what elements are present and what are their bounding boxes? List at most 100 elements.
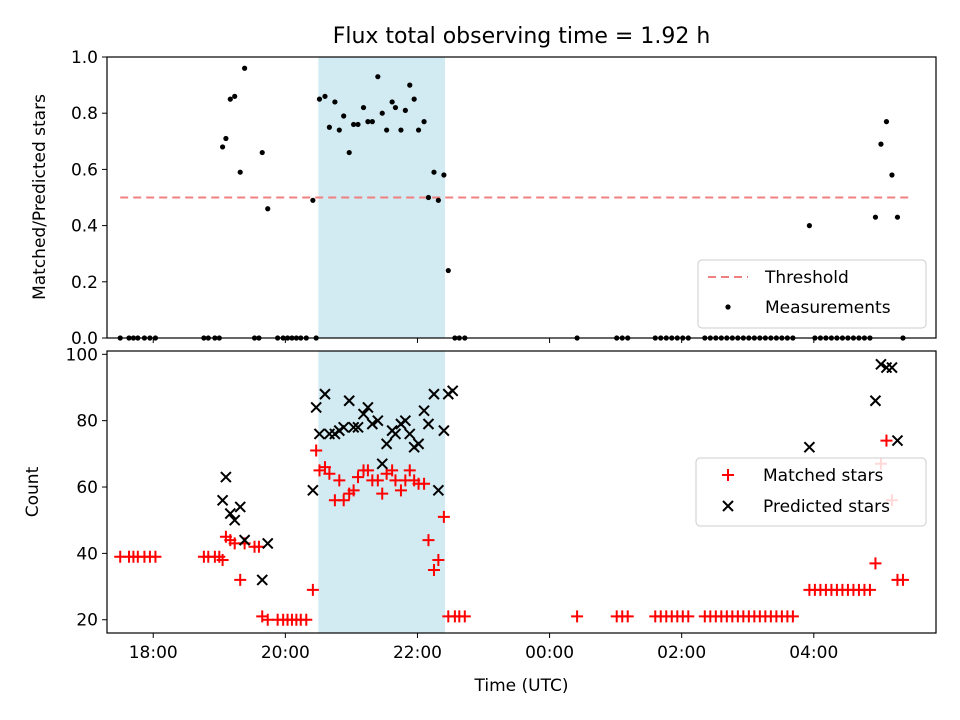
top-legend: Threshold Measurements <box>697 259 927 329</box>
legend-predicted-label: Predicted stars <box>763 497 890 517</box>
matched-star-marker <box>323 467 336 480</box>
bottom-y-ticks: 20 40 60 80 100 <box>66 345 107 631</box>
legend-matched-swatch <box>722 469 734 481</box>
measurement-point <box>894 214 901 220</box>
measurement-point <box>384 127 390 133</box>
x-tick-label: 22:00 <box>393 643 442 663</box>
predicted-star-marker <box>380 438 393 450</box>
predicted-star-marker <box>362 401 374 414</box>
measurement-point <box>369 119 375 125</box>
predicted-star-marker <box>234 501 246 513</box>
predicted-star-marker <box>404 428 416 440</box>
matched-star-marker <box>571 610 584 623</box>
measurement-point <box>425 194 432 201</box>
x-tick-label: 00:00 <box>525 643 574 663</box>
predicted-star-marker <box>422 418 435 430</box>
matched-star-marker <box>880 434 893 447</box>
measurement-point <box>355 121 361 128</box>
predicted-star-marker <box>310 401 322 414</box>
predicted-star-marker <box>307 484 319 497</box>
y-tick-label: 1.0 <box>71 48 98 68</box>
measurement-point <box>878 141 884 147</box>
y-tick-label: 80 <box>76 412 98 432</box>
x-tick-label: 20:00 <box>261 643 310 663</box>
measurement-point <box>445 267 451 274</box>
measurement-point <box>402 107 408 113</box>
predicted-star-marker <box>319 388 331 400</box>
y-tick-label: 20 <box>76 611 98 631</box>
matched-star-marker <box>863 583 876 596</box>
matched-star-marker <box>333 474 346 487</box>
predicted-star-marker <box>418 405 430 417</box>
measurement-point <box>223 135 229 142</box>
matched-star-marker <box>371 474 384 487</box>
measurement-point <box>219 144 226 150</box>
measurement-point <box>392 104 399 111</box>
predicted-star-marker <box>352 421 364 434</box>
matched-star-marker <box>458 610 471 623</box>
y-tick-label: 0.8 <box>71 104 98 124</box>
matched-star-marker <box>347 484 360 497</box>
legend-measurements-swatch <box>725 304 731 310</box>
measurement-point <box>415 127 422 133</box>
measurement-point <box>883 119 890 125</box>
matched-star-marker <box>234 573 247 586</box>
matched-star-marker <box>403 464 416 477</box>
measurement-point <box>310 197 316 203</box>
top-plot-frame <box>106 56 937 339</box>
measurement-point <box>806 223 812 229</box>
measurement-point <box>375 74 381 80</box>
y-tick-label: 40 <box>76 544 98 564</box>
predicted-star-marker <box>376 458 388 470</box>
measurement-point <box>341 113 347 119</box>
matched-star-marker <box>337 494 350 507</box>
measurement-point <box>346 149 352 156</box>
predicted-star-marker <box>432 484 445 497</box>
predicted-star-marker <box>875 358 887 370</box>
measurement-point <box>379 110 385 116</box>
predicted-star-marker <box>869 395 882 407</box>
measurement-point <box>435 197 441 203</box>
matched-star-marker <box>352 471 365 484</box>
legend-matched-label: Matched stars <box>763 466 883 486</box>
matched-star-marker <box>318 461 331 474</box>
matched-star-marker <box>149 550 162 563</box>
predicted-star-marker <box>337 421 350 434</box>
measurement-point <box>360 104 367 111</box>
matched-star-marker <box>896 573 909 586</box>
y-tick-label: 100 <box>66 345 98 365</box>
predicted-star-marker <box>428 388 440 400</box>
measurement-point <box>326 124 332 130</box>
measurement-point <box>227 96 233 102</box>
top-y-ticks: 0.0 0.2 0.4 0.6 0.8 1.0 <box>71 48 107 349</box>
measurement-point <box>259 149 265 156</box>
predicted-star-marker <box>216 494 229 507</box>
top-legend-box <box>697 259 927 329</box>
measurement-point <box>232 93 238 99</box>
matched-star-marker <box>786 610 799 623</box>
x-tick-label: 04:00 <box>789 643 838 663</box>
matched-star-marker <box>216 554 229 567</box>
matched-stars-series <box>114 434 909 626</box>
predicted-star-marker <box>313 428 326 440</box>
y-tick-label: 0.6 <box>71 160 98 180</box>
matched-star-marker <box>427 563 440 576</box>
top-x-ticks <box>152 338 815 343</box>
measurement-point <box>407 82 413 88</box>
matched-star-marker <box>310 444 323 457</box>
measurement-point <box>421 119 427 125</box>
y-tick-label: 0.0 <box>71 329 98 349</box>
predicted-star-marker <box>238 534 251 546</box>
bottom-panel: 20 40 60 80 100 18:00 20:00 22:00 00:00 02:00 04:… <box>23 345 937 696</box>
predicted-star-marker <box>803 441 816 453</box>
bottom-legend: Matched stars Predicted stars <box>695 457 927 527</box>
measurement-point <box>336 127 342 133</box>
predicted-star-marker <box>366 418 379 430</box>
predicted-stars-series <box>216 358 904 586</box>
legend-threshold-label: Threshold <box>764 268 849 288</box>
measurement-point <box>872 214 879 220</box>
measurement-point <box>242 65 248 71</box>
predicted-star-marker <box>372 414 384 427</box>
measurement-point <box>365 119 371 125</box>
predicted-star-marker <box>220 471 232 483</box>
